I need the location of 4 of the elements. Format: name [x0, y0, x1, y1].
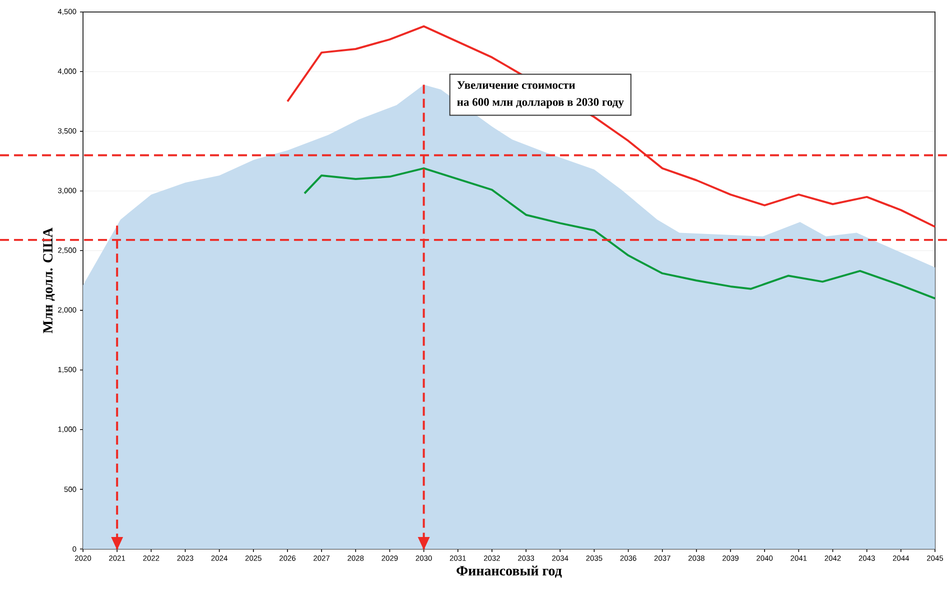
annotation: Увеличение стоимости: [457, 81, 576, 89]
line-series: [304, 167, 936, 300]
annotation: на 600 млн долларов в 2030 году: [457, 98, 624, 108]
x-axis-title: Финансовый год: [456, 566, 562, 578]
